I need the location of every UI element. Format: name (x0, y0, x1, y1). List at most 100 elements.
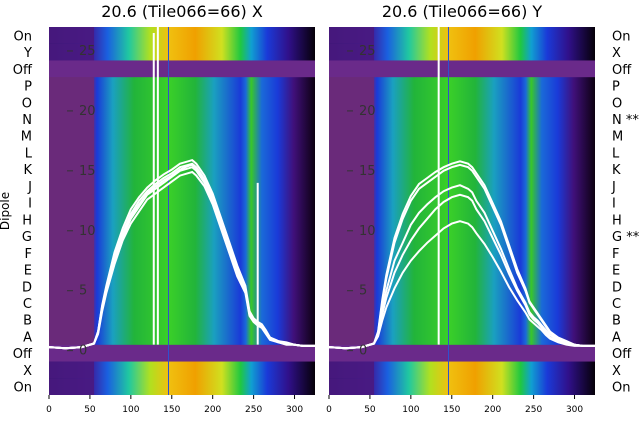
dipole-label: D (612, 280, 622, 295)
overlay-tick-label: 0 (359, 344, 367, 359)
heatmap-row-edge (49, 194, 95, 212)
heatmap-row-edge (329, 144, 375, 162)
dipole-label: K (612, 163, 621, 178)
heatmap-row (49, 344, 315, 363)
heatmap-row (49, 110, 315, 128)
dipole-label: F (612, 247, 619, 262)
heatmap-row-edge (49, 43, 95, 61)
dipole-label: I (612, 197, 616, 212)
dipole-label: X (612, 364, 621, 379)
x-tick-label: 100 (402, 405, 419, 415)
dipole-label: G (22, 230, 32, 245)
dipole-label: Off (612, 347, 632, 362)
heatmap-row-edge (329, 27, 375, 45)
heatmap-row-edge (49, 294, 95, 312)
series-line (329, 220, 595, 350)
x-tick-label: 250 (525, 405, 542, 415)
heatmap-row (49, 194, 315, 212)
heatmap-row-edge (49, 93, 95, 112)
dipole-label: D (22, 280, 32, 295)
heatmap-row-edge (49, 277, 95, 296)
heatmap-row (49, 144, 315, 162)
dipole-label: A (23, 330, 32, 345)
chart-title: 20.6 (Tile066=66) Y (382, 2, 543, 21)
heatmap-row-edge (329, 194, 375, 212)
heatmap-row (49, 93, 315, 112)
heatmap-row (329, 328, 595, 346)
dipole-label: E (612, 264, 620, 279)
dipole-label: H (22, 213, 32, 228)
heatmap-row-edge (329, 261, 375, 279)
heatmap-row (49, 227, 315, 245)
dipole-label: On (14, 381, 32, 396)
dipole-label: L (612, 146, 620, 161)
heatmap-row (49, 261, 315, 279)
dipole-label: I (28, 197, 32, 212)
heatmap-row (49, 277, 315, 296)
dipole-label: E (24, 264, 32, 279)
x-tick-label: 200 (484, 405, 501, 415)
dipole-label: Off (612, 63, 632, 78)
heatmap-row (329, 127, 595, 145)
dipole-label: K (23, 163, 32, 178)
y-axis-label: Dipole (0, 192, 12, 230)
overlay-tick-label: 5 (79, 284, 87, 299)
heatmap-row-edge (329, 211, 375, 229)
heatmap-row (49, 77, 315, 95)
series-line (329, 160, 595, 350)
overlay-tick-label: 10 (79, 224, 96, 239)
series-line (329, 184, 595, 350)
overlay-tick-label: 0 (79, 344, 87, 359)
dipole-label: J (611, 180, 616, 195)
dipole-label: H (612, 213, 622, 228)
x-tick-label: 50 (364, 405, 376, 415)
heatmap-row (329, 110, 595, 128)
heatmap-row-edge (49, 27, 95, 45)
dipole-label: C (612, 297, 621, 312)
curve-group (329, 27, 595, 350)
heatmap-row-edge (49, 144, 95, 162)
heatmap-row (329, 361, 595, 379)
heatmap-row (49, 211, 315, 229)
x-tick-label: 0 (46, 405, 52, 415)
heatmap-row (329, 344, 595, 363)
heatmap-row (329, 160, 595, 179)
heatmap-row (329, 277, 595, 296)
heatmap-row-edge (329, 244, 375, 262)
heatmap-row (49, 378, 315, 395)
overlay-tick-label: 15 (79, 164, 96, 179)
dipole-label: Y (23, 46, 32, 61)
dipole-label: N (22, 113, 32, 128)
dipole-label: J (27, 180, 32, 195)
overlay-tick-label: 25 (359, 44, 376, 59)
dipole-label: On (612, 29, 630, 44)
dipole-label: P (24, 80, 32, 95)
overlay-tick-label: 15 (359, 164, 376, 179)
heatmap-row (329, 211, 595, 229)
heatmap-row-edge (329, 277, 375, 296)
heatmap-row (329, 261, 595, 279)
dipole-label: A (612, 330, 621, 345)
dipole-label: F (25, 247, 32, 262)
overlay-tick-label: 10 (359, 224, 376, 239)
heatmap-row-edge (49, 160, 95, 179)
heatmap-row-edge (329, 294, 375, 312)
dipole-label: N ** (612, 113, 639, 128)
dipole-label: O (612, 96, 622, 111)
dipole-label: L (25, 146, 33, 161)
heatmap-row-edge (49, 311, 95, 329)
heatmap-row (329, 144, 595, 162)
heatmap-row-edge (329, 177, 375, 195)
heatmap-row-edge (329, 378, 375, 395)
heatmap-row (329, 378, 595, 395)
curve-group (49, 27, 315, 350)
heatmap-row (329, 43, 595, 61)
heatmap-row-edge (49, 227, 95, 245)
dipole-label: C (23, 297, 32, 312)
heatmap-row-edge (329, 311, 375, 329)
heatmap-row (329, 77, 595, 95)
heatmap-row (329, 194, 595, 212)
heatmap-row-edge (329, 328, 375, 346)
heatmap-row-edge (49, 211, 95, 229)
